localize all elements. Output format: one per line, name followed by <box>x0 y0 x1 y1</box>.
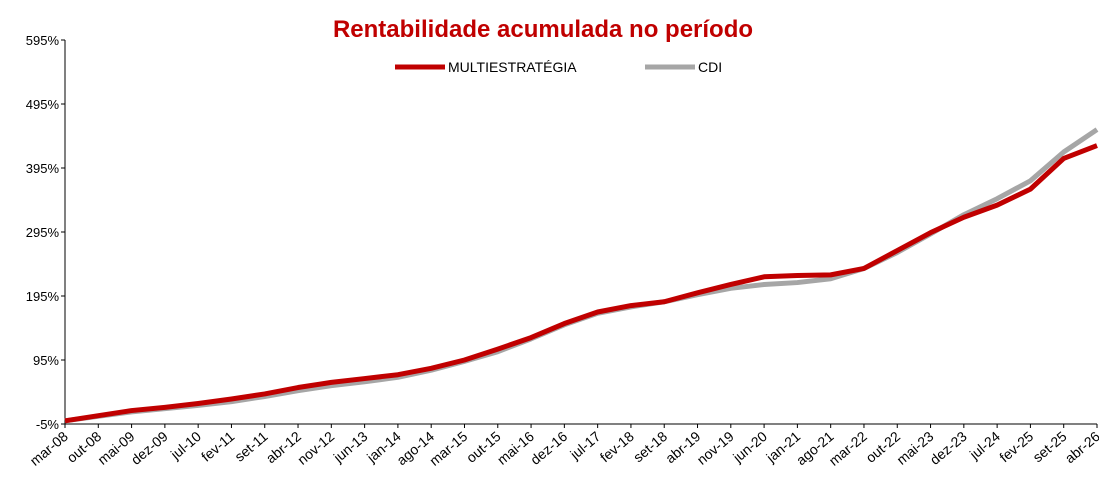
y-tick-label: 295% <box>26 225 60 240</box>
x-tick-label: jul-17 <box>566 428 603 463</box>
x-tick-label: nov-19 <box>694 428 737 468</box>
x-tick-label: set-11 <box>231 428 270 465</box>
y-tick-label: 395% <box>26 161 60 176</box>
x-tick-label: mar-22 <box>826 428 870 469</box>
x-tick-label: dez-09 <box>128 428 171 468</box>
x-tick-label: mar-15 <box>426 428 470 469</box>
x-tick-label: jul-10 <box>167 428 204 463</box>
x-tick-label: dez-23 <box>927 428 970 468</box>
x-tick-label: mai-23 <box>893 428 936 468</box>
x-tick-label: set-25 <box>1030 428 1070 465</box>
x-tick-label: dez-16 <box>527 428 570 468</box>
y-tick-label: 95% <box>33 353 59 368</box>
y-tick-label: 495% <box>26 97 60 112</box>
x-tick-label: jun-20 <box>729 428 770 466</box>
series-line <box>64 143 1098 424</box>
series-line <box>64 127 1099 424</box>
x-tick-label: mar-08 <box>27 428 71 469</box>
y-tick-label: 595% <box>26 33 60 48</box>
legend-label: MULTIESTRATÉGIA <box>448 59 577 75</box>
x-tick-label: abr-26 <box>1062 428 1099 466</box>
y-tick-label: 195% <box>26 289 60 304</box>
x-tick-label: jun-13 <box>330 428 371 466</box>
legend-label: CDI <box>698 59 722 75</box>
y-tick-label: -5% <box>36 417 60 432</box>
x-tick-label: set-18 <box>630 428 670 465</box>
x-tick-label: fev-25 <box>996 428 1036 465</box>
x-tick-label: nov-12 <box>294 428 337 468</box>
x-tick-label: fev-18 <box>597 428 637 465</box>
x-tick-label: fev-11 <box>198 428 237 465</box>
x-tick-label: mai-09 <box>94 428 137 468</box>
x-tick-label: mai-16 <box>494 428 537 468</box>
chart-title: Rentabilidade acumulada no período <box>333 16 753 43</box>
x-tick-label: jul-24 <box>966 428 1003 463</box>
